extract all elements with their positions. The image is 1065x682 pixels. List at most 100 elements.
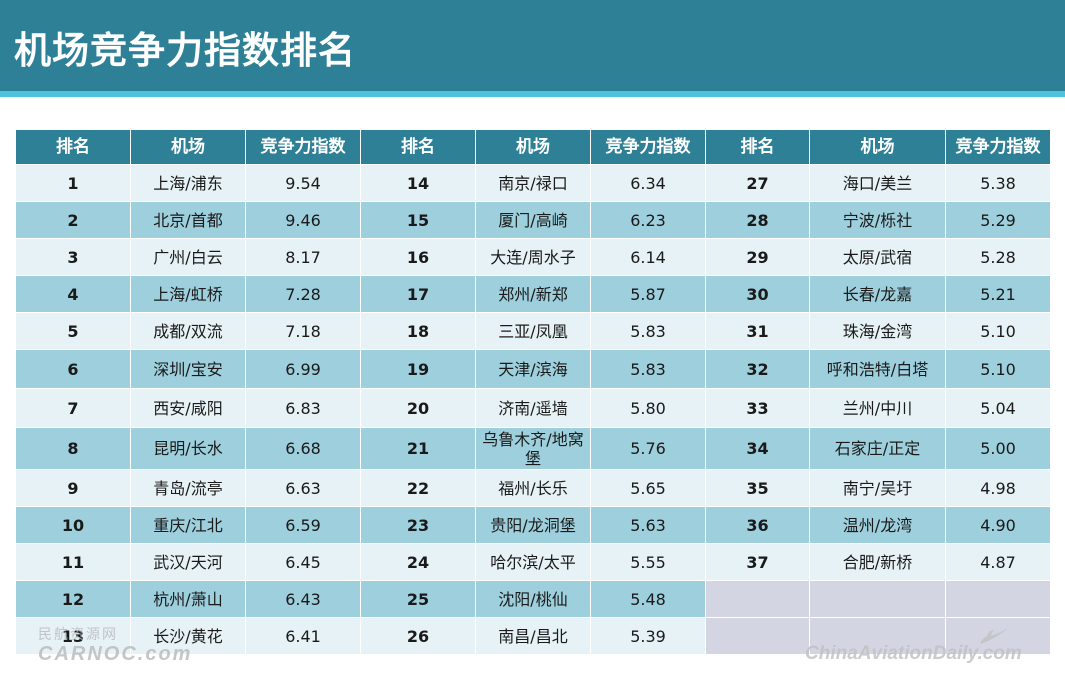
index-cell: 5.00 [945, 427, 1051, 470]
ranking-table: 排名 机场 竞争力指数 排名 机场 竞争力指数 排名 机场 竞争力指数 1 上海/… [15, 129, 1051, 655]
airport-cell: 沈阳/桃仙 [475, 580, 591, 618]
index-cell: 6.43 [245, 580, 361, 618]
rank-cell: 14 [360, 164, 476, 202]
rank-cell: 22 [360, 469, 476, 507]
airport-cell: 上海/浦东 [130, 164, 246, 202]
airport-cell: 温州/龙湾 [809, 506, 946, 544]
index-cell: 5.04 [945, 388, 1051, 428]
airport-cell: 长春/龙嘉 [809, 275, 946, 313]
col-header-airport: 机场 [475, 129, 591, 165]
rank-cell: 21 [360, 427, 476, 470]
airport-cell: 广州/白云 [130, 238, 246, 276]
index-cell: 9.46 [245, 201, 361, 239]
rank-cell: 28 [705, 201, 810, 239]
index-cell: 7.28 [245, 275, 361, 313]
index-cell: 5.38 [945, 164, 1051, 202]
airport-cell: 南京/禄口 [475, 164, 591, 202]
rank-cell: 10 [15, 506, 131, 544]
rank-cell: 8 [15, 427, 131, 470]
index-cell: 6.99 [245, 349, 361, 389]
airport-cell: 郑州/新郑 [475, 275, 591, 313]
index-cell: 5.83 [590, 312, 706, 350]
airport-cell: 天津/滨海 [475, 349, 591, 389]
index-cell: 6.59 [245, 506, 361, 544]
airport-cell: 三亚/凤凰 [475, 312, 591, 350]
airport-cell: 厦门/高崎 [475, 201, 591, 239]
airport-cell: 宁波/栎社 [809, 201, 946, 239]
airport-cell: 深圳/宝安 [130, 349, 246, 389]
rank-cell: 35 [705, 469, 810, 507]
col-header-airport: 机场 [809, 129, 946, 165]
rank-cell: 2 [15, 201, 131, 239]
rank-cell: 34 [705, 427, 810, 470]
rank-cell: 30 [705, 275, 810, 313]
index-cell: 8.17 [245, 238, 361, 276]
airport-cell: 太原/武宿 [809, 238, 946, 276]
airport-cell: 上海/虹桥 [130, 275, 246, 313]
empty-cell [945, 617, 1051, 655]
table-row: 2 北京/首都 9.46 15 厦门/高崎 6.23 28 宁波/栎社 5.29 [15, 201, 1051, 239]
ranking-table-body: 1 上海/浦东 9.54 14 南京/禄口 6.34 27 海口/美兰 5.38 2 北京/首都 9.… [15, 164, 1051, 655]
airport-cell: 乌鲁木齐/地窝堡 [475, 427, 591, 470]
airport-cell: 福州/长乐 [475, 469, 591, 507]
rank-cell: 23 [360, 506, 476, 544]
airport-cell: 北京/首都 [130, 201, 246, 239]
index-cell: 6.68 [245, 427, 361, 470]
airport-cell: 西安/咸阳 [130, 388, 246, 428]
rank-cell: 15 [360, 201, 476, 239]
index-cell: 5.10 [945, 349, 1051, 389]
airport-cell: 哈尔滨/太平 [475, 543, 591, 581]
rank-cell: 17 [360, 275, 476, 313]
index-cell: 4.90 [945, 506, 1051, 544]
index-cell: 5.63 [590, 506, 706, 544]
rank-cell: 20 [360, 388, 476, 428]
rank-cell: 33 [705, 388, 810, 428]
empty-cell [945, 580, 1051, 618]
index-cell: 6.41 [245, 617, 361, 655]
index-cell: 6.34 [590, 164, 706, 202]
rank-cell: 27 [705, 164, 810, 202]
index-cell: 5.87 [590, 275, 706, 313]
index-cell: 5.28 [945, 238, 1051, 276]
empty-cell [809, 617, 946, 655]
index-cell: 6.83 [245, 388, 361, 428]
airport-cell: 青岛/流亭 [130, 469, 246, 507]
rank-cell: 25 [360, 580, 476, 618]
airport-cell: 济南/遥墙 [475, 388, 591, 428]
table-row: 7 西安/咸阳 6.83 20 济南/遥墙 5.80 33 兰州/中川 5.04 [15, 388, 1051, 428]
table-row: 13 长沙/黄花 6.41 26 南昌/昌北 5.39 [15, 617, 1051, 655]
table-row: 5 成都/双流 7.18 18 三亚/凤凰 5.83 31 珠海/金湾 5.10 [15, 312, 1051, 350]
watermark-text: 民航资源网 [38, 626, 118, 642]
index-cell: 5.80 [590, 388, 706, 428]
airport-cell: 南宁/吴圩 [809, 469, 946, 507]
airport-cell: 杭州/萧山 [130, 580, 246, 618]
col-header-index: 竞争力指数 [590, 129, 706, 165]
rank-cell: 9 [15, 469, 131, 507]
index-cell: 6.63 [245, 469, 361, 507]
col-header-rank: 排名 [360, 129, 476, 165]
header-row: 排名 机场 竞争力指数 排名 机场 竞争力指数 排名 机场 竞争力指数 [15, 129, 1051, 165]
rank-cell: 36 [705, 506, 810, 544]
table-row: 11 武汉/天河 6.45 24 哈尔滨/太平 5.55 37 合肥/新桥 4.87 [15, 543, 1051, 581]
index-cell: 5.76 [590, 427, 706, 470]
title-underline [0, 91, 1065, 97]
table-row: 12 杭州/萧山 6.43 25 沈阳/桃仙 5.48 [15, 580, 1051, 618]
plane-swoosh-icon [980, 628, 1008, 644]
rank-cell: 32 [705, 349, 810, 389]
rank-cell: 12 [15, 580, 131, 618]
empty-cell [705, 580, 810, 618]
index-cell: 5.21 [945, 275, 1051, 313]
empty-cell [809, 580, 946, 618]
index-cell: 7.18 [245, 312, 361, 350]
index-cell: 5.65 [590, 469, 706, 507]
col-header-index: 竞争力指数 [945, 129, 1051, 165]
rank-cell: 31 [705, 312, 810, 350]
rank-cell: 1 [15, 164, 131, 202]
index-cell: 5.29 [945, 201, 1051, 239]
col-header-index: 竞争力指数 [245, 129, 361, 165]
index-cell: 6.14 [590, 238, 706, 276]
airport-cell: 南昌/昌北 [475, 617, 591, 655]
airport-cell: 海口/美兰 [809, 164, 946, 202]
airport-cell: 珠海/金湾 [809, 312, 946, 350]
index-cell: 9.54 [245, 164, 361, 202]
